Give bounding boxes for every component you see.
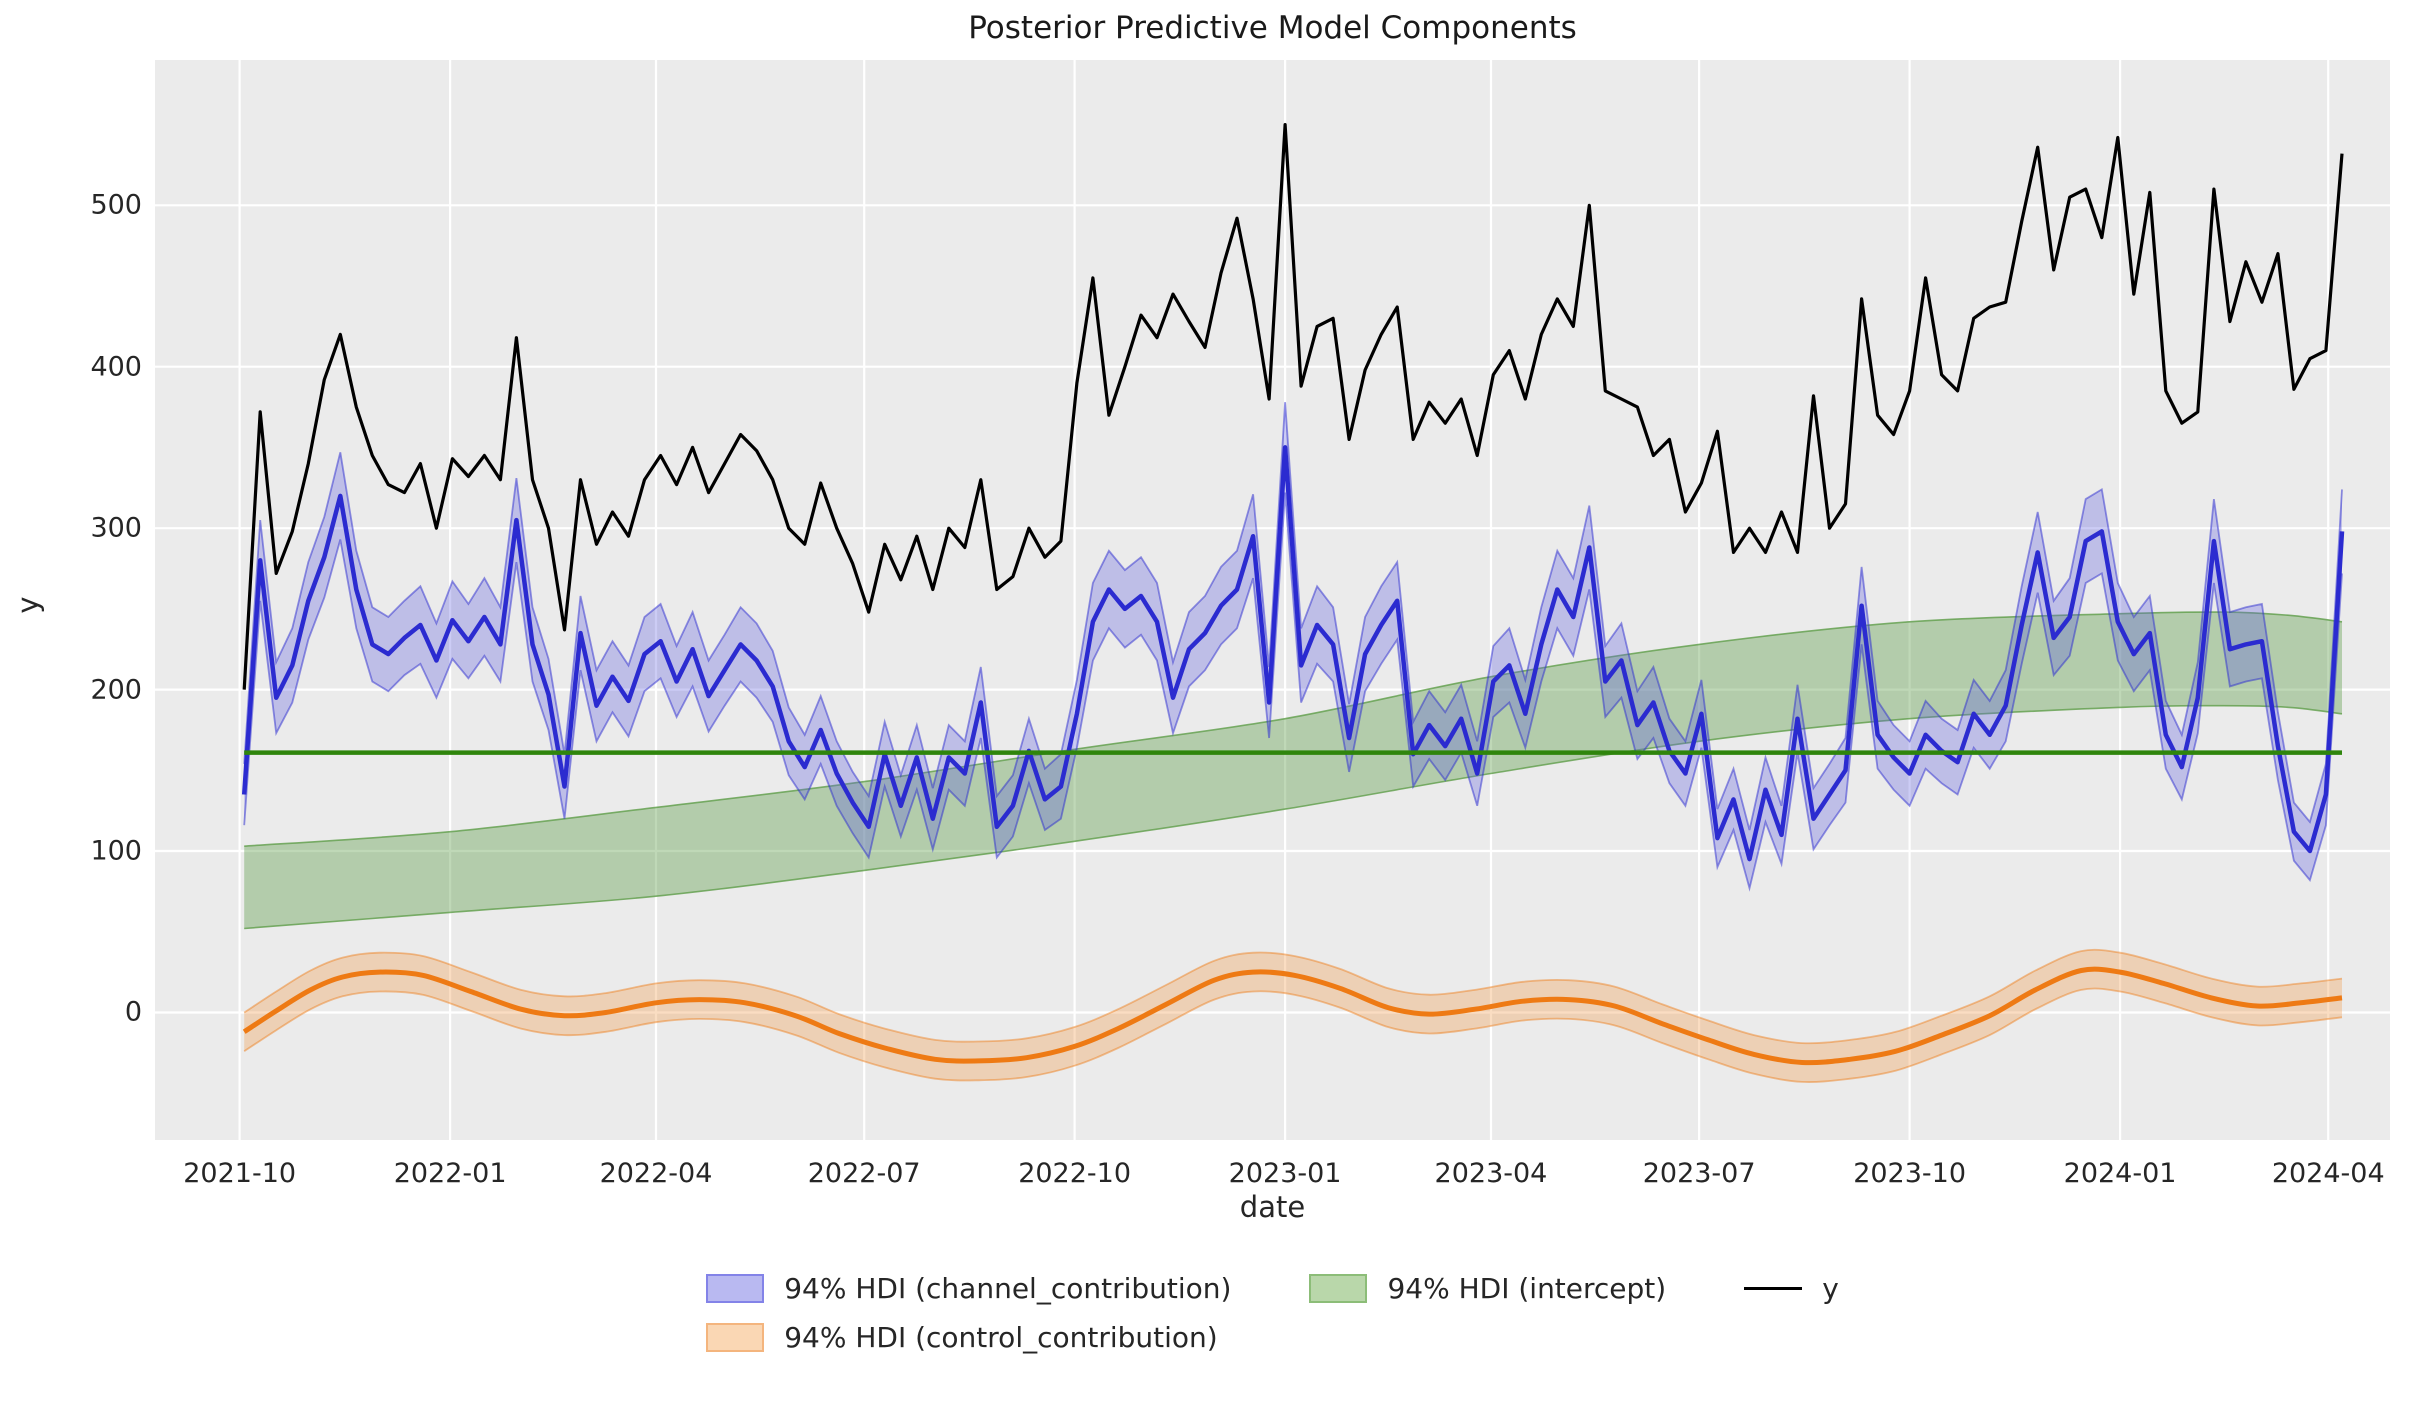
control-contribution-line — [242, 966, 2343, 1066]
control-hdi-swatch — [706, 1323, 765, 1352]
channel-band-edge — [243, 402, 2343, 831]
x-tick-label: 2021-10 — [183, 1158, 297, 1189]
control-band-edge — [243, 987, 2343, 1083]
x-tick-label: 2024-04 — [2271, 1158, 2385, 1189]
intercept-band-edge — [244, 611, 2343, 847]
legend: 94% HDI (channel_contribution) 94% HDI (… — [155, 1272, 2390, 1354]
x-tick-label: 2023-04 — [1434, 1158, 1548, 1189]
chart-title: Posterior Predictive Model Components — [968, 10, 1577, 46]
intercept-hdi-swatch — [1309, 1274, 1368, 1303]
legend-item-y: y — [1744, 1272, 1839, 1305]
legend-item-intercept: 94% HDI (intercept) — [1309, 1272, 1666, 1305]
legend-label: y — [1822, 1272, 1839, 1305]
y-line-swatch — [1744, 1287, 1803, 1290]
y-tick-label: 300 — [90, 512, 142, 544]
y-tick-label: 400 — [90, 351, 142, 383]
legend-item-channel: 94% HDI (channel_contribution) — [706, 1272, 1231, 1305]
intercept-hdi-band — [244, 611, 2343, 929]
x-tick-label: 2023-10 — [1853, 1158, 1966, 1189]
x-tick-label: 2022-07 — [807, 1158, 921, 1189]
x-axis-label: date — [1239, 1190, 1306, 1224]
control-band-edge — [243, 948, 2343, 1045]
legend-label: 94% HDI (intercept) — [1387, 1272, 1667, 1305]
x-tick-label: 2022-04 — [599, 1158, 713, 1189]
x-tick-label: 2022-10 — [1018, 1158, 1132, 1189]
intercept-band-edge — [244, 704, 2343, 930]
x-tick-label: 2022-01 — [393, 1158, 507, 1189]
channel-band-edge — [243, 492, 2343, 892]
y-tick-label: 200 — [90, 674, 142, 706]
y-tick-label: 0 — [124, 996, 142, 1028]
control-hdi-band — [244, 949, 2343, 1083]
x-tick-label: 2023-07 — [1642, 1158, 1756, 1189]
channel-hdi-swatch — [706, 1274, 765, 1303]
y-tick-label: 100 — [90, 835, 142, 867]
legend-label: 94% HDI (control_contribution) — [784, 1321, 1218, 1354]
legend-label: 94% HDI (channel_contribution) — [784, 1272, 1232, 1305]
y-tick-label: 500 — [90, 189, 142, 221]
y-axis-label: y — [11, 596, 45, 614]
legend-item-control: 94% HDI (control_contribution) — [706, 1321, 1231, 1354]
channel-contribution-line — [241, 445, 2345, 862]
y-line — [242, 122, 2344, 690]
x-tick-label: 2024-01 — [2063, 1158, 2177, 1189]
x-tick-label: 2023-01 — [1228, 1158, 1342, 1189]
